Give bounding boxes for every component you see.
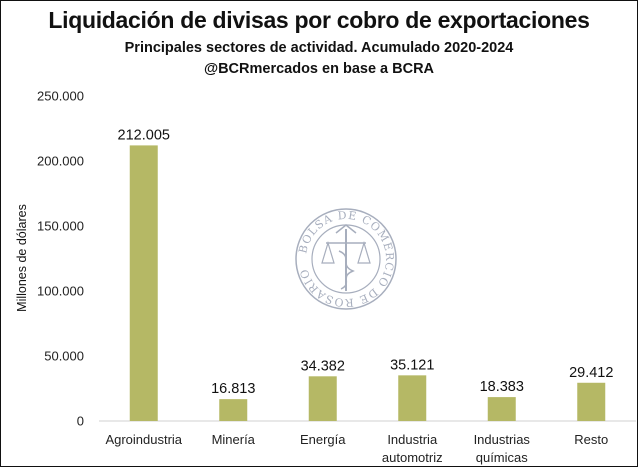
y-axis-label: Millones de dólares xyxy=(15,204,29,312)
x-tick-label: Minería xyxy=(212,432,256,447)
y-tick-label: 200.000 xyxy=(37,154,84,169)
y-tick-label: 250.000 xyxy=(37,89,84,104)
data-label: 16.813 xyxy=(211,381,255,397)
data-label: 35.121 xyxy=(390,357,434,373)
data-label: 34.382 xyxy=(301,358,345,374)
bar xyxy=(129,145,158,421)
chart-title: Liquidación de divisas por cobro de expo… xyxy=(48,7,590,33)
x-tick-label: químicas xyxy=(476,450,529,465)
bar xyxy=(219,399,248,421)
x-tick-label: Resto xyxy=(574,432,608,447)
bar xyxy=(308,376,337,421)
x-tick-label: Industria xyxy=(387,432,438,447)
bcr-seal-watermark: BOLSA DE COMERCIO DE ROSARIO xyxy=(295,208,397,310)
y-tick-label: 50.000 xyxy=(44,349,84,364)
bar xyxy=(577,382,606,421)
x-tick-label: automotriz xyxy=(382,450,443,465)
y-tick-label: 150.000 xyxy=(37,219,84,234)
data-label: 29.412 xyxy=(569,365,613,381)
x-tick-label: Agroindustria xyxy=(105,432,182,447)
data-label: 212.005 xyxy=(118,127,170,143)
bar xyxy=(398,375,427,421)
bar xyxy=(487,397,516,421)
chart-source: @BCRmercados en base a BCRA xyxy=(203,61,435,77)
chart-subtitle: Principales sectores de actividad. Acumu… xyxy=(124,40,514,56)
y-tick-label: 100.000 xyxy=(37,284,84,299)
x-tick-label: Energía xyxy=(300,432,346,447)
x-tick-label: Industrias xyxy=(474,432,531,447)
y-tick-label: 0 xyxy=(77,414,84,429)
data-label: 18.383 xyxy=(480,379,524,395)
